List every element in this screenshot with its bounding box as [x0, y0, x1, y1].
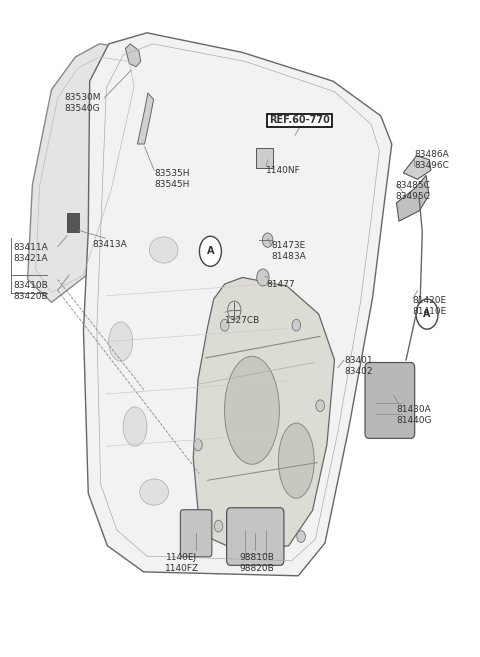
- Circle shape: [263, 233, 273, 248]
- FancyBboxPatch shape: [365, 363, 415, 438]
- Polygon shape: [84, 33, 392, 576]
- Text: 83411A
83421A: 83411A 83421A: [13, 243, 48, 263]
- Ellipse shape: [140, 479, 168, 505]
- Text: 81477: 81477: [266, 279, 295, 288]
- Circle shape: [220, 319, 229, 331]
- Text: 98810B
98820B: 98810B 98820B: [239, 553, 274, 573]
- Ellipse shape: [225, 356, 279, 464]
- Ellipse shape: [278, 423, 314, 498]
- FancyBboxPatch shape: [180, 510, 212, 557]
- Text: 83485C
83495C: 83485C 83495C: [395, 181, 430, 201]
- Polygon shape: [193, 277, 335, 553]
- Circle shape: [416, 299, 438, 329]
- Circle shape: [316, 400, 324, 411]
- Text: 83410B
83420B: 83410B 83420B: [13, 281, 48, 301]
- FancyBboxPatch shape: [227, 508, 284, 565]
- Circle shape: [194, 439, 202, 451]
- Polygon shape: [28, 44, 142, 302]
- Polygon shape: [67, 214, 79, 232]
- Polygon shape: [137, 93, 154, 144]
- Text: 81430A
81440G: 81430A 81440G: [396, 405, 432, 425]
- Polygon shape: [403, 156, 431, 179]
- Text: A: A: [207, 246, 214, 256]
- FancyBboxPatch shape: [256, 148, 274, 168]
- Text: 1327CB: 1327CB: [225, 316, 260, 325]
- Ellipse shape: [123, 407, 147, 446]
- Text: 1140NF: 1140NF: [266, 166, 301, 175]
- Polygon shape: [125, 44, 141, 67]
- Text: A: A: [423, 309, 431, 319]
- Text: REF.60-770: REF.60-770: [269, 116, 330, 125]
- Text: 81473E
81483A: 81473E 81483A: [271, 241, 306, 261]
- Circle shape: [214, 520, 223, 532]
- Ellipse shape: [149, 237, 178, 263]
- Circle shape: [292, 319, 300, 331]
- Text: 83401
83402: 83401 83402: [344, 356, 372, 376]
- Text: 83486A
83496C: 83486A 83496C: [414, 150, 449, 170]
- Circle shape: [257, 269, 269, 286]
- Circle shape: [297, 531, 305, 543]
- Text: 83535H
83545H: 83535H 83545H: [154, 170, 190, 189]
- Polygon shape: [396, 175, 429, 221]
- Text: 81420E
81410E: 81420E 81410E: [413, 296, 447, 315]
- Text: 83413A: 83413A: [92, 240, 127, 249]
- Circle shape: [199, 237, 221, 266]
- Text: 1140EJ
1140FZ: 1140EJ 1140FZ: [165, 553, 199, 573]
- Ellipse shape: [109, 322, 132, 361]
- Text: 83530M
83540G: 83530M 83540G: [64, 93, 101, 113]
